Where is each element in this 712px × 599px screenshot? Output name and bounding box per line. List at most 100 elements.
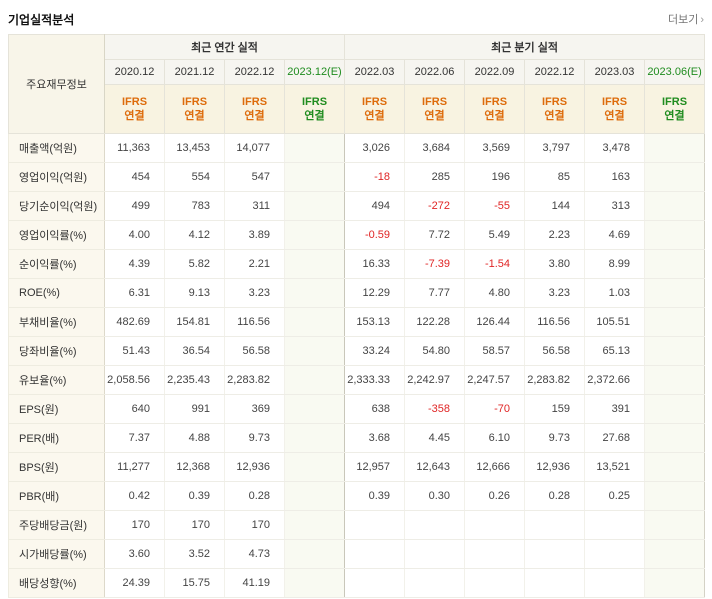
column-header-ifrs: IFRS 연결 [404, 84, 466, 134]
header-date-row: 2020.12 2021.12 2022.12 2023.12(E) 2022.03 20… [9, 59, 706, 85]
cell-value: 0.39 [344, 481, 405, 511]
cell-value: 12,936 [224, 452, 285, 482]
cell-value: 12,957 [344, 452, 405, 482]
row-label: EPS(원) [8, 394, 105, 424]
cell-value [644, 423, 705, 453]
cell-value [644, 278, 705, 308]
column-header-ifrs: IFRS 연결 [344, 84, 406, 134]
cell-value: 116.56 [224, 307, 285, 337]
page-title: 기업실적분석 [8, 12, 75, 27]
cell-value [283, 452, 345, 482]
cell-value: 12,643 [404, 452, 465, 482]
cell-value: 41.19 [224, 568, 285, 598]
cell-value [283, 510, 345, 540]
more-link[interactable]: 더보기 › [668, 11, 704, 27]
cell-value: 170 [164, 510, 225, 540]
financial-table: 주요재무정보 최근 연간 실적 최근 분기 실적 2020.12 2021.12 20… [8, 34, 706, 598]
cell-value: -70 [464, 394, 525, 424]
row-label: 순이익률(%) [8, 249, 105, 279]
cell-value [644, 452, 705, 482]
cell-value [644, 394, 705, 424]
cell-value: 12,936 [524, 452, 585, 482]
column-header-date: 2023.06(E) [644, 59, 706, 85]
cell-value [644, 365, 705, 395]
cell-value: 391 [584, 394, 645, 424]
cell-value: 547 [224, 162, 285, 192]
cell-value: 0.28 [224, 481, 285, 511]
table-row: 당기순이익(억원) 499 783 311 494 -272 -55 144 313 [8, 191, 705, 221]
cell-value: 2,242.97 [404, 365, 465, 395]
cell-value: 3.68 [344, 423, 405, 453]
cell-value: 3.80 [524, 249, 585, 279]
cell-value: 3,797 [524, 133, 585, 163]
cell-value: 11,363 [104, 133, 165, 163]
column-header-ifrs: IFRS 연결 [584, 84, 646, 134]
cell-value: 2,372.66 [584, 365, 645, 395]
cell-value [464, 539, 525, 569]
cell-value: 285 [404, 162, 465, 192]
cell-value: 494 [344, 191, 405, 221]
cell-value: 3,569 [464, 133, 525, 163]
cell-value: 2,283.82 [524, 365, 585, 395]
row-label: 당기순이익(억원) [8, 191, 105, 221]
cell-value [584, 568, 645, 598]
cell-value [644, 191, 705, 221]
cell-value: 0.25 [584, 481, 645, 511]
cell-value: 85 [524, 162, 585, 192]
cell-value: 3.60 [104, 539, 165, 569]
cell-value: 153.13 [344, 307, 405, 337]
column-header-ifrs: IFRS 연결 [644, 84, 706, 134]
cell-value: 7.72 [404, 220, 465, 250]
table-row: BPS(원) 11,277 12,368 12,936 12,957 12,643 12,6… [8, 452, 705, 482]
cell-value [644, 220, 705, 250]
cell-value: 13,453 [164, 133, 225, 163]
more-link-label: 더보기 [667, 14, 699, 26]
cell-value: 54.80 [404, 336, 465, 366]
cell-value: 454 [104, 162, 165, 192]
column-header-date: 2022.12 [224, 59, 285, 85]
cell-value: 313 [584, 191, 645, 221]
table-body: 매출액(억원) 11,363 13,453 14,077 3,026 3,684 3,569… [8, 133, 705, 598]
cell-value [283, 394, 345, 424]
cell-value: 154.81 [164, 307, 225, 337]
cell-value [644, 481, 705, 511]
cell-value [344, 510, 405, 540]
cell-value: 9.73 [524, 423, 585, 453]
cell-value: 783 [164, 191, 225, 221]
cell-value: 24.39 [104, 568, 165, 598]
table-row: 매출액(억원) 11,363 13,453 14,077 3,026 3,684 3,569… [8, 133, 705, 163]
cell-value: 554 [164, 162, 225, 192]
cell-value: 4.45 [404, 423, 465, 453]
cell-value: 0.39 [164, 481, 225, 511]
cell-value: 0.42 [104, 481, 165, 511]
cell-value [524, 510, 585, 540]
cell-value: 7.77 [404, 278, 465, 308]
table-row: 배당성향(%) 24.39 15.75 41.19 [8, 568, 705, 598]
table-row: 주당배당금(원) 170 170 170 [8, 510, 705, 540]
cell-value [464, 510, 525, 540]
cell-value [283, 133, 345, 163]
table-row: 시가배당률(%) 3.60 3.52 4.73 [8, 539, 705, 569]
cell-value [283, 191, 345, 221]
cell-value: 170 [224, 510, 285, 540]
cell-value [344, 539, 405, 569]
column-group-header: 최근 분기 실적 [344, 34, 706, 60]
cell-value [283, 481, 345, 511]
column-header-date: 2023.12(E) [283, 59, 346, 85]
column-header-date: 2022.12 [524, 59, 586, 85]
cell-value: 2.21 [224, 249, 285, 279]
cell-value: 51.43 [104, 336, 165, 366]
table-row: PBR(배) 0.42 0.39 0.28 0.39 0.30 0.26 0.28 0.25 [8, 481, 705, 511]
cell-value [404, 568, 465, 598]
cell-value: -7.39 [404, 249, 465, 279]
cell-value [283, 220, 345, 250]
row-label: PBR(배) [8, 481, 105, 511]
column-group-header: 최근 연간 실적 [103, 34, 346, 60]
cell-value: 3.23 [224, 278, 285, 308]
cell-value [644, 510, 705, 540]
row-label: 영업이익(억원) [8, 162, 105, 192]
cell-value: 499 [104, 191, 165, 221]
cell-value [344, 568, 405, 598]
column-header-date: 2023.03 [584, 59, 646, 85]
cell-value [464, 568, 525, 598]
